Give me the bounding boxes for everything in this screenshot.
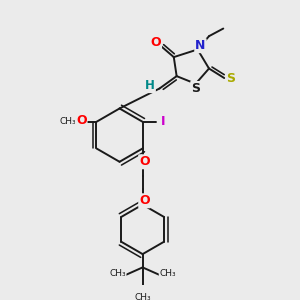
Text: CH₃: CH₃ (60, 117, 76, 126)
Text: O: O (76, 114, 87, 128)
Text: O: O (139, 194, 150, 207)
Text: O: O (139, 155, 150, 168)
Text: CH₃: CH₃ (134, 293, 151, 300)
Text: S: S (226, 71, 236, 85)
Text: CH₃: CH₃ (159, 268, 176, 278)
Text: CH₃: CH₃ (110, 268, 126, 278)
Text: N: N (195, 39, 206, 52)
Text: H: H (145, 79, 155, 92)
Text: O: O (150, 36, 161, 49)
Text: S: S (191, 82, 200, 95)
Text: I: I (161, 115, 166, 128)
